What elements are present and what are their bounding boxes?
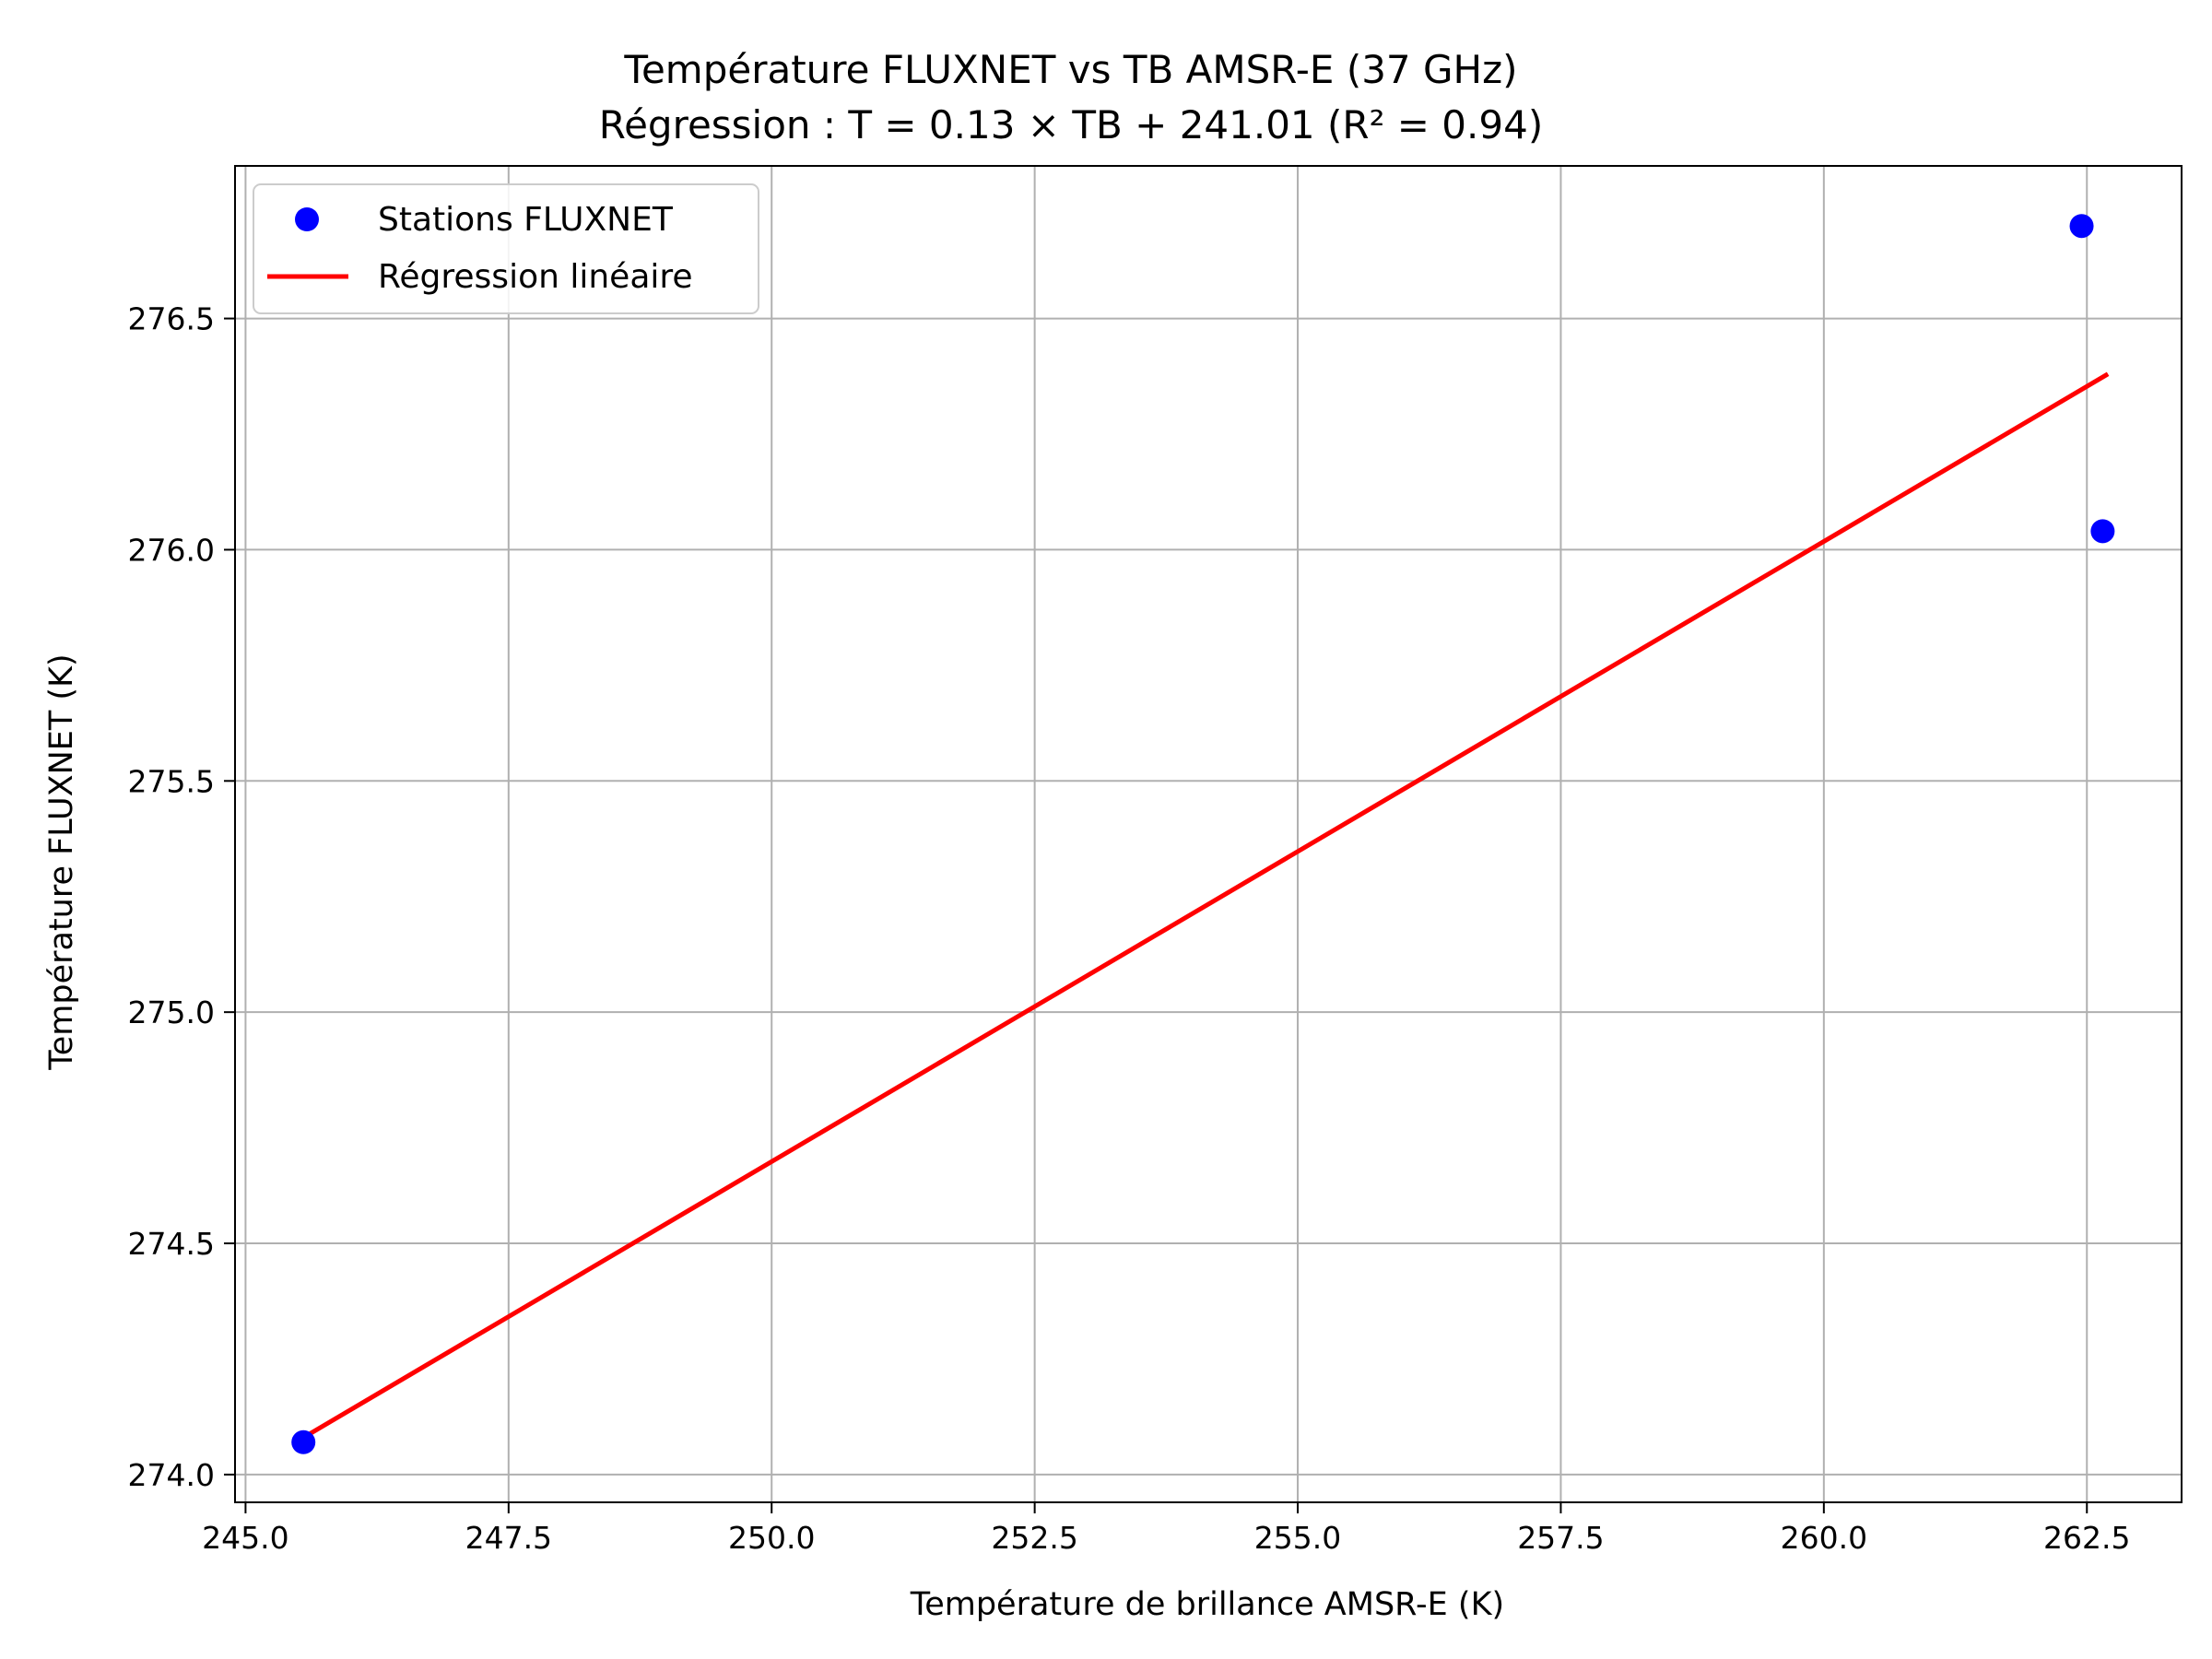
legend-label-regression: Régression linéaire xyxy=(378,258,693,296)
x-tick-label: 257.5 xyxy=(1517,1520,1604,1556)
legend-box xyxy=(253,183,759,314)
y-tick-label: 274.0 xyxy=(128,1457,215,1493)
y-tick-label: 276.0 xyxy=(128,532,215,568)
x-axis-ticks: 245.0 247.5 250.0 252.5 255.0 257.5 260.0 262.5 xyxy=(202,1502,2130,1556)
x-tick-label: 260.0 xyxy=(1781,1520,1867,1556)
x-tick-label: 252.5 xyxy=(991,1520,1077,1556)
y-tick-label: 275.5 xyxy=(128,763,215,799)
data-point xyxy=(2069,214,2094,239)
x-tick-label: 250.0 xyxy=(728,1520,815,1556)
x-tick-label: 247.5 xyxy=(465,1520,552,1556)
data-point xyxy=(291,1430,316,1454)
legend: Stations FLUXNET Régression linéaire xyxy=(253,183,759,314)
x-tick-label: 245.0 xyxy=(202,1520,288,1556)
plot-frame xyxy=(234,165,2183,1503)
data-point xyxy=(2090,519,2115,544)
legend-label-stations: Stations FLUXNET xyxy=(378,201,674,239)
chart-title: Température FLUXNET vs TB AMSR-E (37 GHz… xyxy=(623,47,1517,92)
x-axis-label: Température de brillance AMSR-E (K) xyxy=(910,1586,1504,1623)
chart-subtitle: Régression : T = 0.13 × TB + 241.01 (R² … xyxy=(599,102,1543,147)
series-lines xyxy=(301,371,2110,1440)
y-tick-label: 276.5 xyxy=(128,301,215,337)
y-axis-label: Température FLUXNET (K) xyxy=(43,653,80,1070)
grid xyxy=(235,166,2182,1502)
y-tick-label: 274.5 xyxy=(128,1226,215,1262)
y-tick-label: 275.0 xyxy=(128,994,215,1030)
legend-marker-stations xyxy=(295,207,319,231)
y-axis-ticks: 274.0 274.5 275.0 275.5 276.0 276.5 xyxy=(128,301,235,1493)
regression-line xyxy=(301,371,2110,1440)
x-tick-label: 255.0 xyxy=(1254,1520,1341,1556)
series-points xyxy=(291,214,2115,1454)
x-tick-label: 262.5 xyxy=(2043,1520,2130,1556)
